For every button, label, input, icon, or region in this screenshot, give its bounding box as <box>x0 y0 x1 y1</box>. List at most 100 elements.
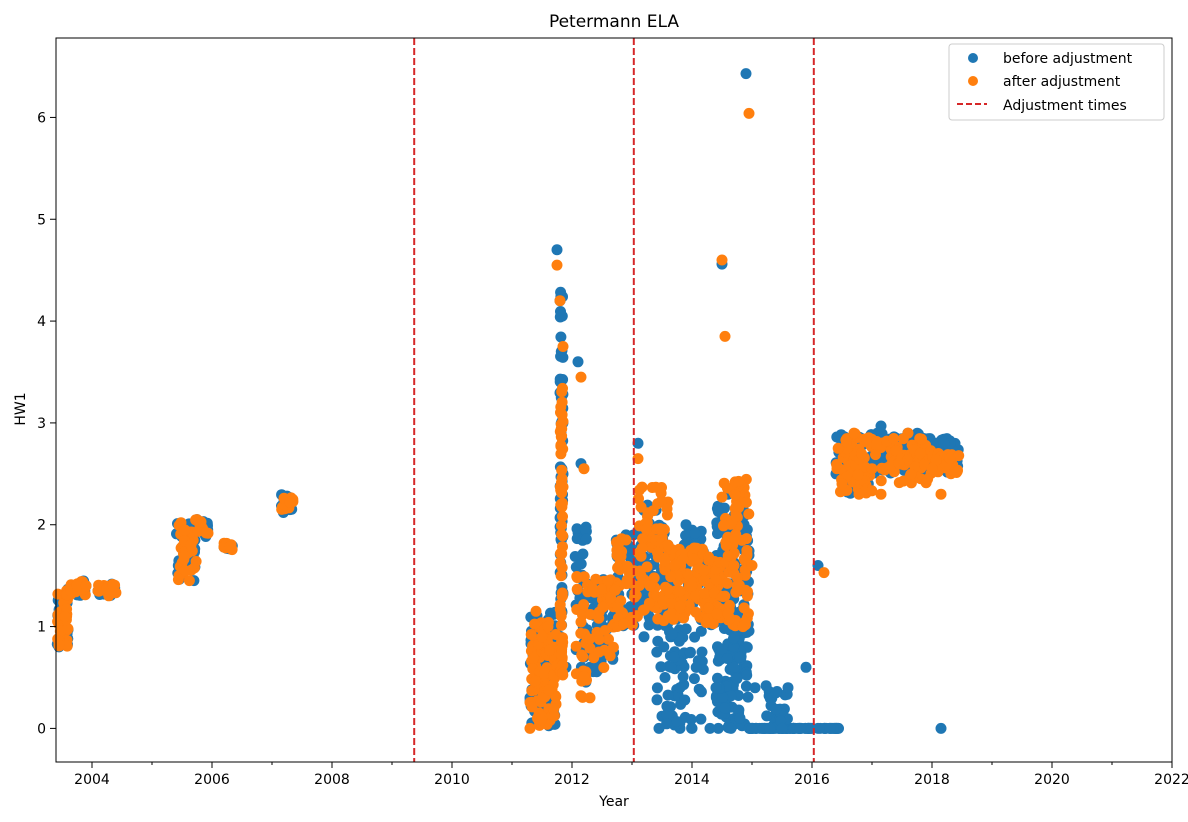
x-tick-label: 2008 <box>314 772 350 788</box>
after-point <box>632 453 644 465</box>
after-cluster-point <box>578 670 590 682</box>
after-point <box>578 463 590 475</box>
after-point <box>524 722 536 734</box>
before-cluster-point <box>741 524 753 536</box>
after-point <box>716 254 728 266</box>
after-point <box>191 514 203 526</box>
after-cluster-point <box>570 640 582 652</box>
after-cluster-point <box>716 491 728 503</box>
before-point <box>638 631 650 643</box>
after-point <box>575 371 587 383</box>
chart-title: Petermann ELA <box>549 12 679 32</box>
series-after-adjustment <box>52 107 965 734</box>
after-cluster-point <box>584 642 596 654</box>
after-cluster-point <box>711 608 723 620</box>
legend-marker-before <box>968 53 978 63</box>
before-cluster-point <box>731 673 743 684</box>
after-cluster-point <box>710 573 722 585</box>
after-cluster-point <box>905 468 917 480</box>
before-cluster-point <box>721 653 733 664</box>
after-cluster-point <box>840 436 852 448</box>
after-cluster-point <box>607 641 619 653</box>
after-cluster-point <box>666 598 678 609</box>
after-cluster-point <box>688 542 700 554</box>
after-cluster-point <box>554 557 566 569</box>
y-axis-title: HW1 <box>13 392 29 425</box>
after-cluster-point <box>527 652 539 664</box>
after-cluster-point <box>674 585 686 597</box>
before-cluster-point <box>740 680 752 692</box>
before-cluster-point <box>661 709 673 721</box>
x-tick-label: 2006 <box>194 772 230 788</box>
x-tick-label: 2016 <box>794 772 830 788</box>
before-point <box>746 722 758 734</box>
after-cluster-point <box>557 416 569 427</box>
before-cluster-point <box>831 431 843 443</box>
before-point <box>665 661 677 673</box>
after-point <box>224 541 236 553</box>
after-point <box>200 527 212 539</box>
before-cluster-point <box>651 646 663 658</box>
after-cluster-point <box>657 595 669 607</box>
x-axis-ticks: 2004 2006 2008 2010 2012 2014 2016 2018 2020 2022 <box>74 762 1188 788</box>
before-point <box>710 682 722 694</box>
after-cluster-point <box>922 473 934 485</box>
after-point <box>935 488 947 500</box>
after-cluster-point <box>870 449 881 461</box>
after-cluster-point <box>638 604 650 616</box>
after-cluster-point <box>554 481 566 493</box>
after-cluster-point <box>659 555 671 567</box>
after-cluster-point <box>62 623 74 635</box>
after-cluster-point <box>555 619 567 631</box>
after-cluster-point <box>584 633 596 645</box>
before-cluster-point <box>580 525 592 537</box>
after-cluster-point <box>870 439 882 450</box>
after-cluster-point <box>640 523 652 535</box>
x-tick-label: 2014 <box>674 772 710 788</box>
before-point <box>770 687 782 699</box>
after-cluster-point <box>554 599 566 611</box>
after-cluster-point <box>555 570 567 582</box>
before-cluster-point <box>712 672 723 684</box>
legend-label-before: before adjustment <box>1003 51 1133 67</box>
series-before-adjustment <box>51 68 964 734</box>
before-cluster-point <box>717 691 729 703</box>
after-cluster-point <box>721 482 733 494</box>
before-cluster-point <box>575 558 587 570</box>
before-point <box>719 702 731 714</box>
legend: before adjustment after adjustment Adjus… <box>948 43 1165 121</box>
after-cluster-point <box>544 644 555 656</box>
before-point <box>686 722 698 734</box>
after-cluster-point <box>633 484 645 496</box>
before-cluster-point <box>716 643 728 655</box>
after-cluster-point <box>529 675 541 687</box>
before-cluster-point <box>662 689 674 701</box>
y-axis-ticks: 0 1 2 3 4 5 6 <box>37 110 56 737</box>
x-tick-label: 2022 <box>1154 772 1188 788</box>
after-point <box>848 427 860 439</box>
before-cluster-point <box>684 646 696 658</box>
after-cluster-point <box>856 448 867 460</box>
before-cluster-point <box>695 713 707 725</box>
after-cluster-point <box>543 684 555 696</box>
before-point <box>764 722 776 734</box>
before-cluster-point <box>644 613 656 625</box>
after-cluster-point <box>575 616 587 628</box>
before-point <box>674 682 686 694</box>
before-point <box>782 682 794 694</box>
after-point <box>644 580 656 592</box>
before-point <box>806 722 818 734</box>
after-cluster-point <box>598 662 610 673</box>
y-tick-label: 6 <box>37 110 46 126</box>
after-cluster-point <box>890 445 902 457</box>
y-tick-label: 1 <box>37 620 46 636</box>
after-cluster-point <box>556 548 568 560</box>
after-point <box>584 692 596 704</box>
after-cluster-point <box>556 643 568 655</box>
after-cluster-point <box>529 618 541 630</box>
legend-marker-after <box>968 76 978 86</box>
after-cluster-point <box>897 475 909 487</box>
after-cluster-point <box>555 607 567 619</box>
after-cluster-point <box>183 575 195 587</box>
after-cluster-point <box>875 475 887 487</box>
